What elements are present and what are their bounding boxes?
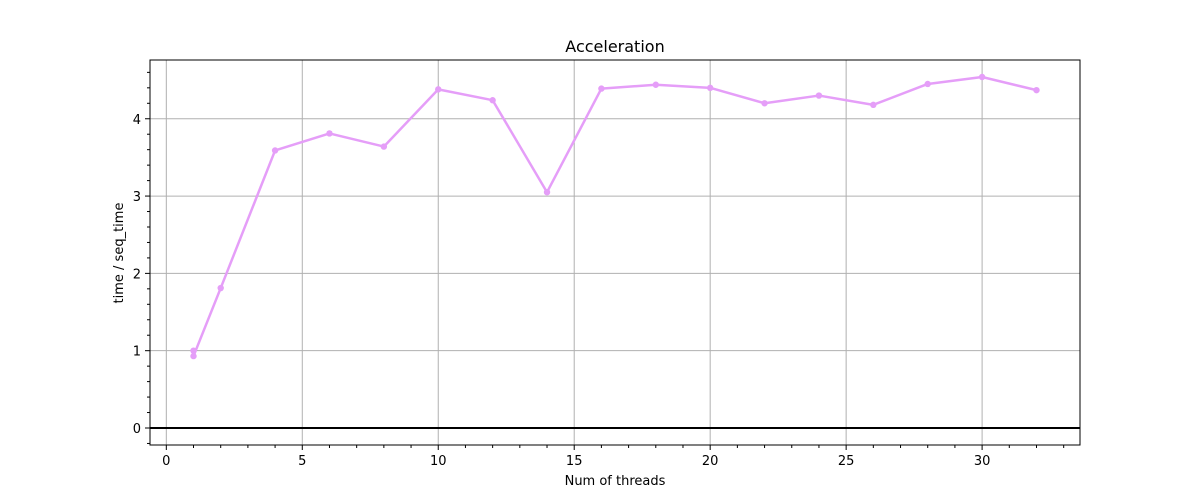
minor-ticks — [147, 71, 1065, 448]
data-point — [924, 80, 931, 88]
x-tick-label: 5 — [298, 454, 306, 469]
series-line — [192, 75, 1038, 358]
y-tick-label: 2 — [133, 267, 141, 282]
plot-frame — [149, 59, 1081, 446]
y-tick-label: 1 — [133, 345, 141, 360]
data-point — [271, 147, 279, 154]
major-ticks — [145, 118, 983, 450]
data-point — [706, 84, 714, 92]
chart-title: Acceleration — [565, 37, 664, 56]
data-point — [598, 85, 605, 92]
y-tick-label: 3 — [133, 190, 141, 205]
data-point — [761, 100, 768, 107]
y-axis-label: time / seq_time — [112, 203, 127, 304]
y-tick-label: 0 — [133, 422, 141, 437]
y-tick-label: 4 — [133, 113, 141, 128]
data-point — [380, 143, 388, 150]
x-axis-label: Num of threads — [565, 474, 666, 489]
data-point — [870, 101, 877, 109]
x-tick-label: 20 — [702, 454, 719, 469]
x-tick-label: 25 — [838, 454, 855, 469]
data-point — [435, 86, 442, 93]
data-point — [217, 284, 224, 292]
grid-lines — [150, 60, 1080, 445]
x-tick-label: 10 — [430, 454, 447, 469]
x-tick-label: 30 — [974, 454, 991, 469]
x-tick-label: 0 — [162, 454, 170, 469]
series-layer — [190, 73, 1040, 360]
data-point — [978, 73, 986, 81]
data-point — [815, 92, 823, 99]
data-point — [1033, 86, 1040, 94]
data-point — [543, 188, 551, 196]
data-point — [326, 130, 333, 137]
data-point — [190, 352, 197, 360]
data-point — [652, 81, 659, 88]
data-point — [190, 347, 197, 354]
data-point — [489, 97, 496, 104]
x-tick-label: 15 — [566, 454, 583, 469]
tick-labels: 0 5 10 15 20 25 30 0 1 2 3 4 — [133, 113, 991, 469]
